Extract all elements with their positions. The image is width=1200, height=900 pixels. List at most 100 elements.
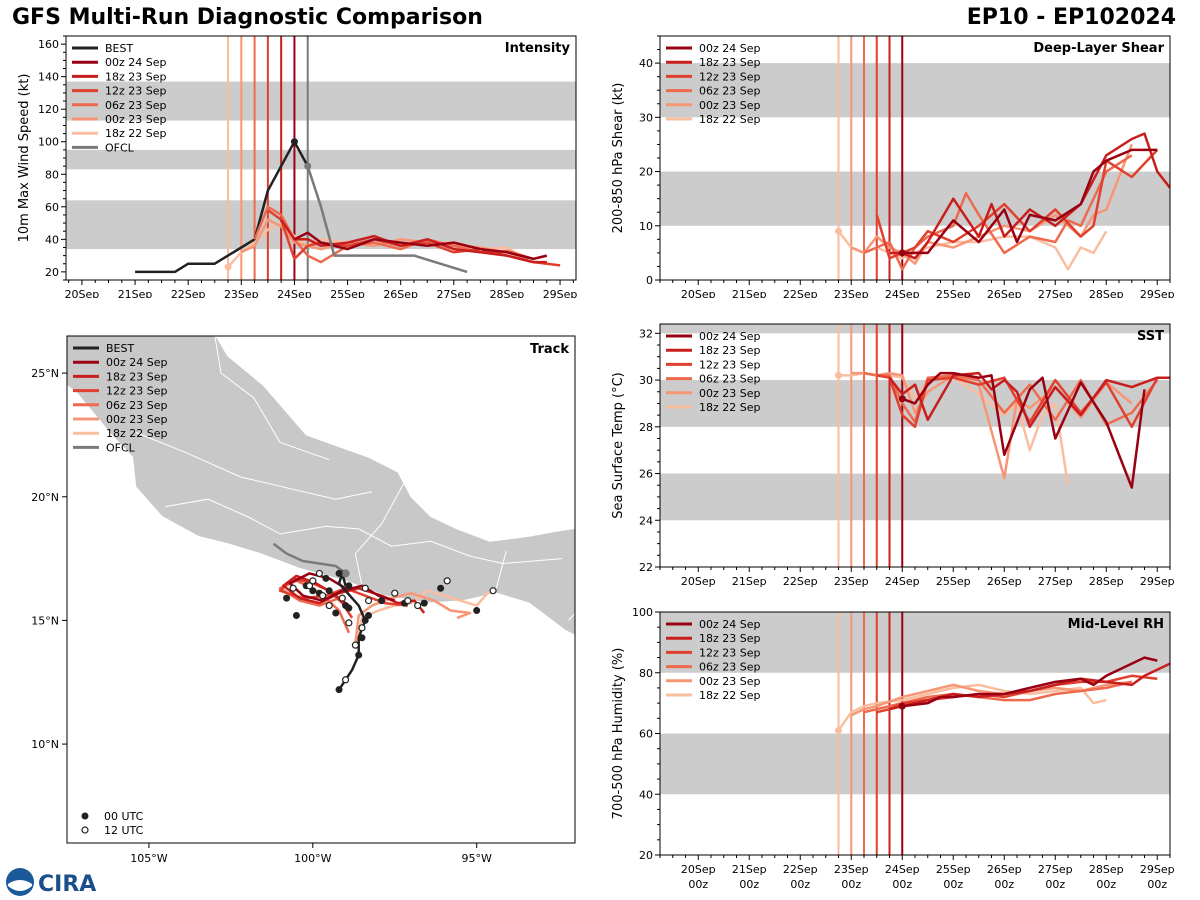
series-line xyxy=(901,371,1146,489)
track-point-00utc xyxy=(437,584,445,592)
series-line xyxy=(902,148,1158,255)
legend-label: 18z 22 Sep xyxy=(699,689,761,702)
track-point-12utc xyxy=(345,619,353,627)
series-line xyxy=(306,165,468,274)
panel-title: Mid-Level RH xyxy=(1068,617,1164,632)
track-point-00utc xyxy=(332,609,340,617)
lon-tick-label: 105°W xyxy=(130,852,167,865)
legend-label: BEST xyxy=(105,42,133,55)
x-tick-label: 22Sep xyxy=(171,288,206,298)
lon-tick-label: 95°W xyxy=(461,852,491,865)
x-tick-label: 20Sep xyxy=(681,863,716,876)
track-point-12utc xyxy=(338,594,346,602)
x-tick-label: 29Sep xyxy=(543,288,578,298)
series-marker xyxy=(290,138,298,146)
track-point-12utc xyxy=(364,597,373,605)
y-tick-label: 20 xyxy=(639,166,653,179)
track-point-12utc xyxy=(351,641,360,649)
x-tick-label: 00z xyxy=(688,878,708,891)
panel-title: Deep-Layer Shear xyxy=(1033,41,1164,56)
track-point-00utc xyxy=(335,569,343,577)
series-line xyxy=(837,683,1107,732)
track-point-12utc xyxy=(358,624,366,632)
legend-label: 06z 23 Sep xyxy=(699,661,761,674)
threshold-band xyxy=(660,324,1170,334)
x-tick-label: 26Sep xyxy=(987,863,1022,876)
legend-label: 18z 23 Sep xyxy=(105,70,167,83)
series-marker xyxy=(898,702,906,710)
track-point-12utc xyxy=(414,601,422,610)
series-line xyxy=(888,371,1170,429)
y-tick-label: 32 xyxy=(639,327,653,340)
series-marker xyxy=(898,395,906,403)
legend-label: 00z 23 Sep xyxy=(106,413,168,426)
y-tick-label: 60 xyxy=(45,201,59,214)
intensity-chart: 20Sep00z21Sep00z22Sep00z23Sep00z24Sep00z… xyxy=(17,35,578,298)
x-tick-label: 24Sep xyxy=(885,288,920,298)
y-tick-label: 100 xyxy=(38,136,59,149)
legend-label: 00z 23 Sep xyxy=(105,113,167,126)
figure-title: GFS Multi-Run Diagnostic Comparison xyxy=(12,5,483,30)
threshold-band xyxy=(660,63,1170,118)
model-track xyxy=(282,574,426,614)
y-tick-label: 24 xyxy=(639,514,653,527)
state-border xyxy=(214,336,330,461)
series-marker xyxy=(835,371,842,379)
y-tick-label: 22 xyxy=(639,561,653,574)
lon-tick-label: 100°W xyxy=(294,852,331,865)
legend-label: 12z 23 Sep xyxy=(699,358,761,371)
series-line xyxy=(902,656,1158,708)
legend-marker-00utc xyxy=(81,812,89,820)
track-point-12utc xyxy=(289,584,297,592)
x-tick-label: 21Sep xyxy=(118,288,153,298)
state-border xyxy=(165,498,562,565)
legend-label: 18z 23 Sep xyxy=(699,632,761,645)
track-point-12utc xyxy=(404,597,412,605)
cira-logo: CIRA xyxy=(6,868,96,897)
rh-chart: 20Sep 00z 21Sep 00z 22Sep 00z 23Sep 00z 24Sep 00z… xyxy=(611,606,1175,891)
ofcl-track xyxy=(272,542,347,575)
track-point-00utc xyxy=(283,594,291,602)
panel-title: Track xyxy=(530,342,569,357)
y-tick-label: 10 xyxy=(639,220,653,233)
legend-label: 00z 24 Sep xyxy=(699,618,761,631)
x-tick-label: 00z xyxy=(994,878,1014,891)
series-marker xyxy=(898,249,906,257)
legend-label: 06z 23 Sep xyxy=(106,399,168,412)
y-tick-label: 40 xyxy=(45,233,59,246)
track-point-12utc xyxy=(319,592,327,600)
x-tick-label: 00z xyxy=(943,878,963,891)
x-tick-label: 28Sep xyxy=(490,288,525,298)
x-tick-label: 23Sep xyxy=(834,575,869,588)
y-tick-label: 0 xyxy=(646,274,653,287)
series-marker xyxy=(835,227,842,235)
x-tick-label: 24Sep xyxy=(277,288,312,298)
panel-title: SST xyxy=(1137,329,1164,344)
panel-title: Intensity xyxy=(505,41,571,56)
threshold-band xyxy=(66,149,576,170)
legend-label: 18z 22 Sep xyxy=(106,427,168,440)
track-point-12utc xyxy=(309,577,317,585)
legend-label: 12z 23 Sep xyxy=(106,385,168,398)
y-tick-label: 40 xyxy=(639,57,653,70)
y-tick-label: 100 xyxy=(632,606,653,619)
series-line xyxy=(293,231,548,261)
track-point-00utc xyxy=(378,597,386,605)
legend-label: 00z 23 Sep xyxy=(699,675,761,688)
legend-label: 12 UTC xyxy=(104,824,144,837)
y-axis-label: 10m Max Wind Speed (kt) xyxy=(17,74,32,243)
x-tick-label: 29Sep xyxy=(1140,863,1175,876)
ofcl-marker xyxy=(341,569,350,578)
legend-label: 18z 23 Sep xyxy=(106,370,168,383)
x-tick-label: 20Sep xyxy=(65,288,100,298)
y-axis-label: Sea Surface Temp (°C) xyxy=(611,372,626,519)
y-tick-label: 28 xyxy=(639,421,653,434)
y-tick-label: 30 xyxy=(639,374,653,387)
legend-label: 12z 23 Sep xyxy=(699,646,761,659)
logo-text: CIRA xyxy=(38,872,96,897)
series-line xyxy=(850,143,1133,265)
x-tick-label: 25Sep xyxy=(936,863,971,876)
x-tick-label: 00z xyxy=(841,878,861,891)
y-tick-label: 80 xyxy=(639,667,653,680)
legend-label: OFCL xyxy=(106,441,136,454)
